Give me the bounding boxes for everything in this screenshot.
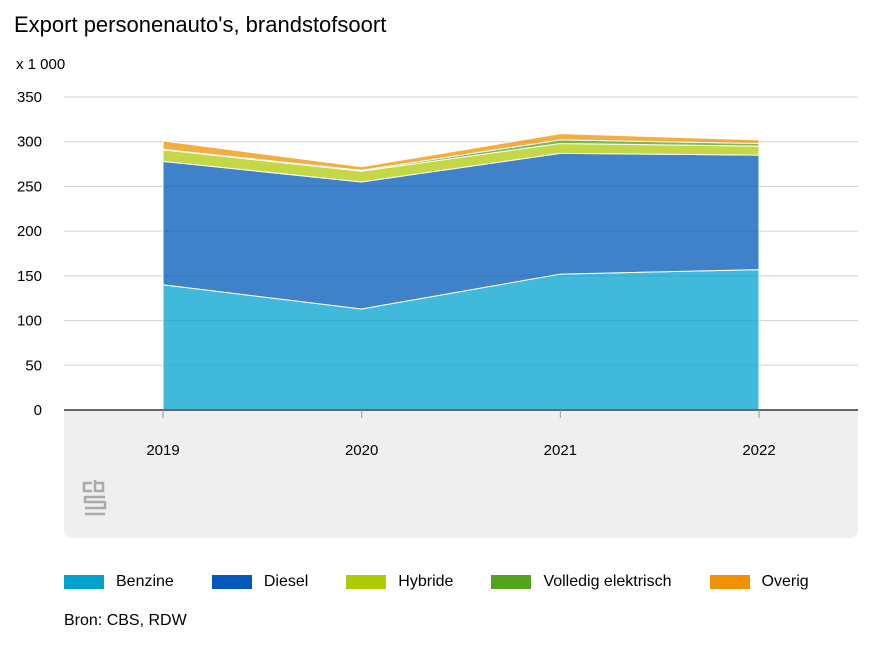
legend-label: Diesel — [263, 573, 309, 590]
x-axis-band-top — [64, 410, 858, 420]
x-tick-label: 2022 — [742, 442, 775, 459]
y-tick-label: 350 — [17, 89, 42, 106]
legend-item[interactable]: Overig — [709, 573, 809, 591]
legend-swatch — [211, 575, 252, 589]
x-tick-label: 2020 — [345, 442, 378, 459]
legend-swatch — [491, 575, 532, 589]
y-tick-label: 100 — [17, 313, 42, 330]
legend-label: Volledig elektrisch — [543, 573, 672, 590]
chart-title: Export personenauto's, brandstofsoort — [14, 12, 387, 37]
x-axis-band — [64, 410, 858, 538]
legend-label: Hybride — [398, 573, 454, 590]
y-tick-label: 0 — [34, 402, 42, 419]
legend-item[interactable]: Benzine — [64, 573, 174, 591]
x-tick-label: 2021 — [544, 442, 577, 459]
y-tick-label: 300 — [17, 134, 42, 151]
legend-label: Benzine — [116, 573, 174, 590]
x-tick-label: 2019 — [146, 442, 179, 459]
legend: Benzine Diesel Hybride Volledig elektrisch O… — [64, 573, 847, 591]
legend-swatch — [709, 575, 750, 589]
legend-swatch — [64, 575, 104, 589]
legend-item[interactable]: Volledig elektrisch — [491, 573, 672, 591]
legend-label: Overig — [761, 573, 809, 590]
y-axis-unit: x 1 000 — [16, 56, 66, 73]
y-tick-label: 50 — [25, 357, 42, 374]
chart-plot: 0 50 100 150 200 250 300 350 2019 2020 2021 2022 — [17, 89, 858, 538]
legend-swatch — [346, 575, 387, 589]
y-tick-label: 150 — [17, 268, 42, 285]
y-tick-label: 200 — [17, 223, 42, 240]
area-overig — [162, 133, 760, 171]
legend-item[interactable]: Diesel — [211, 573, 309, 591]
legend-item[interactable]: Hybride — [346, 573, 453, 591]
y-tick-label: 250 — [17, 178, 42, 195]
cbs-logo — [82, 480, 107, 516]
source-note: Bron: CBS, RDW — [64, 612, 187, 629]
